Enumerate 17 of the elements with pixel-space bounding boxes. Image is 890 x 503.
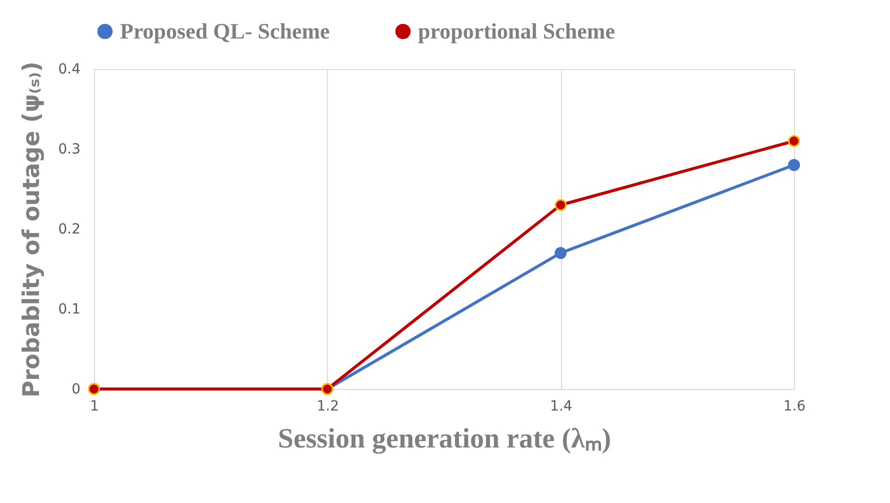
y-tick-label: 0 (72, 382, 80, 398)
point (554, 199, 567, 211)
x-axis-title: Session generation rate (λₘ) (278, 424, 612, 454)
y-axis-title: Probablity of outage (ψ₍ₛ₎) (19, 61, 46, 398)
x-tick-label: 1 (90, 398, 99, 414)
x-tick-label: 1.6 (783, 398, 806, 414)
y-tick-label: 0.1 (58, 302, 80, 318)
point (788, 135, 800, 147)
legend-label: Proposed QL- Scheme (120, 18, 330, 44)
y-tick-label: 0.3 (58, 142, 80, 158)
y-tick-label: 0.4 (58, 62, 81, 78)
y-tick-label: 0.2 (58, 222, 80, 238)
x-tick-label: 1.2 (316, 398, 339, 414)
x-tick-label: 1.4 (550, 398, 572, 414)
point (554, 247, 567, 259)
point (788, 159, 800, 171)
legend-label: proportional Scheme (418, 18, 616, 44)
